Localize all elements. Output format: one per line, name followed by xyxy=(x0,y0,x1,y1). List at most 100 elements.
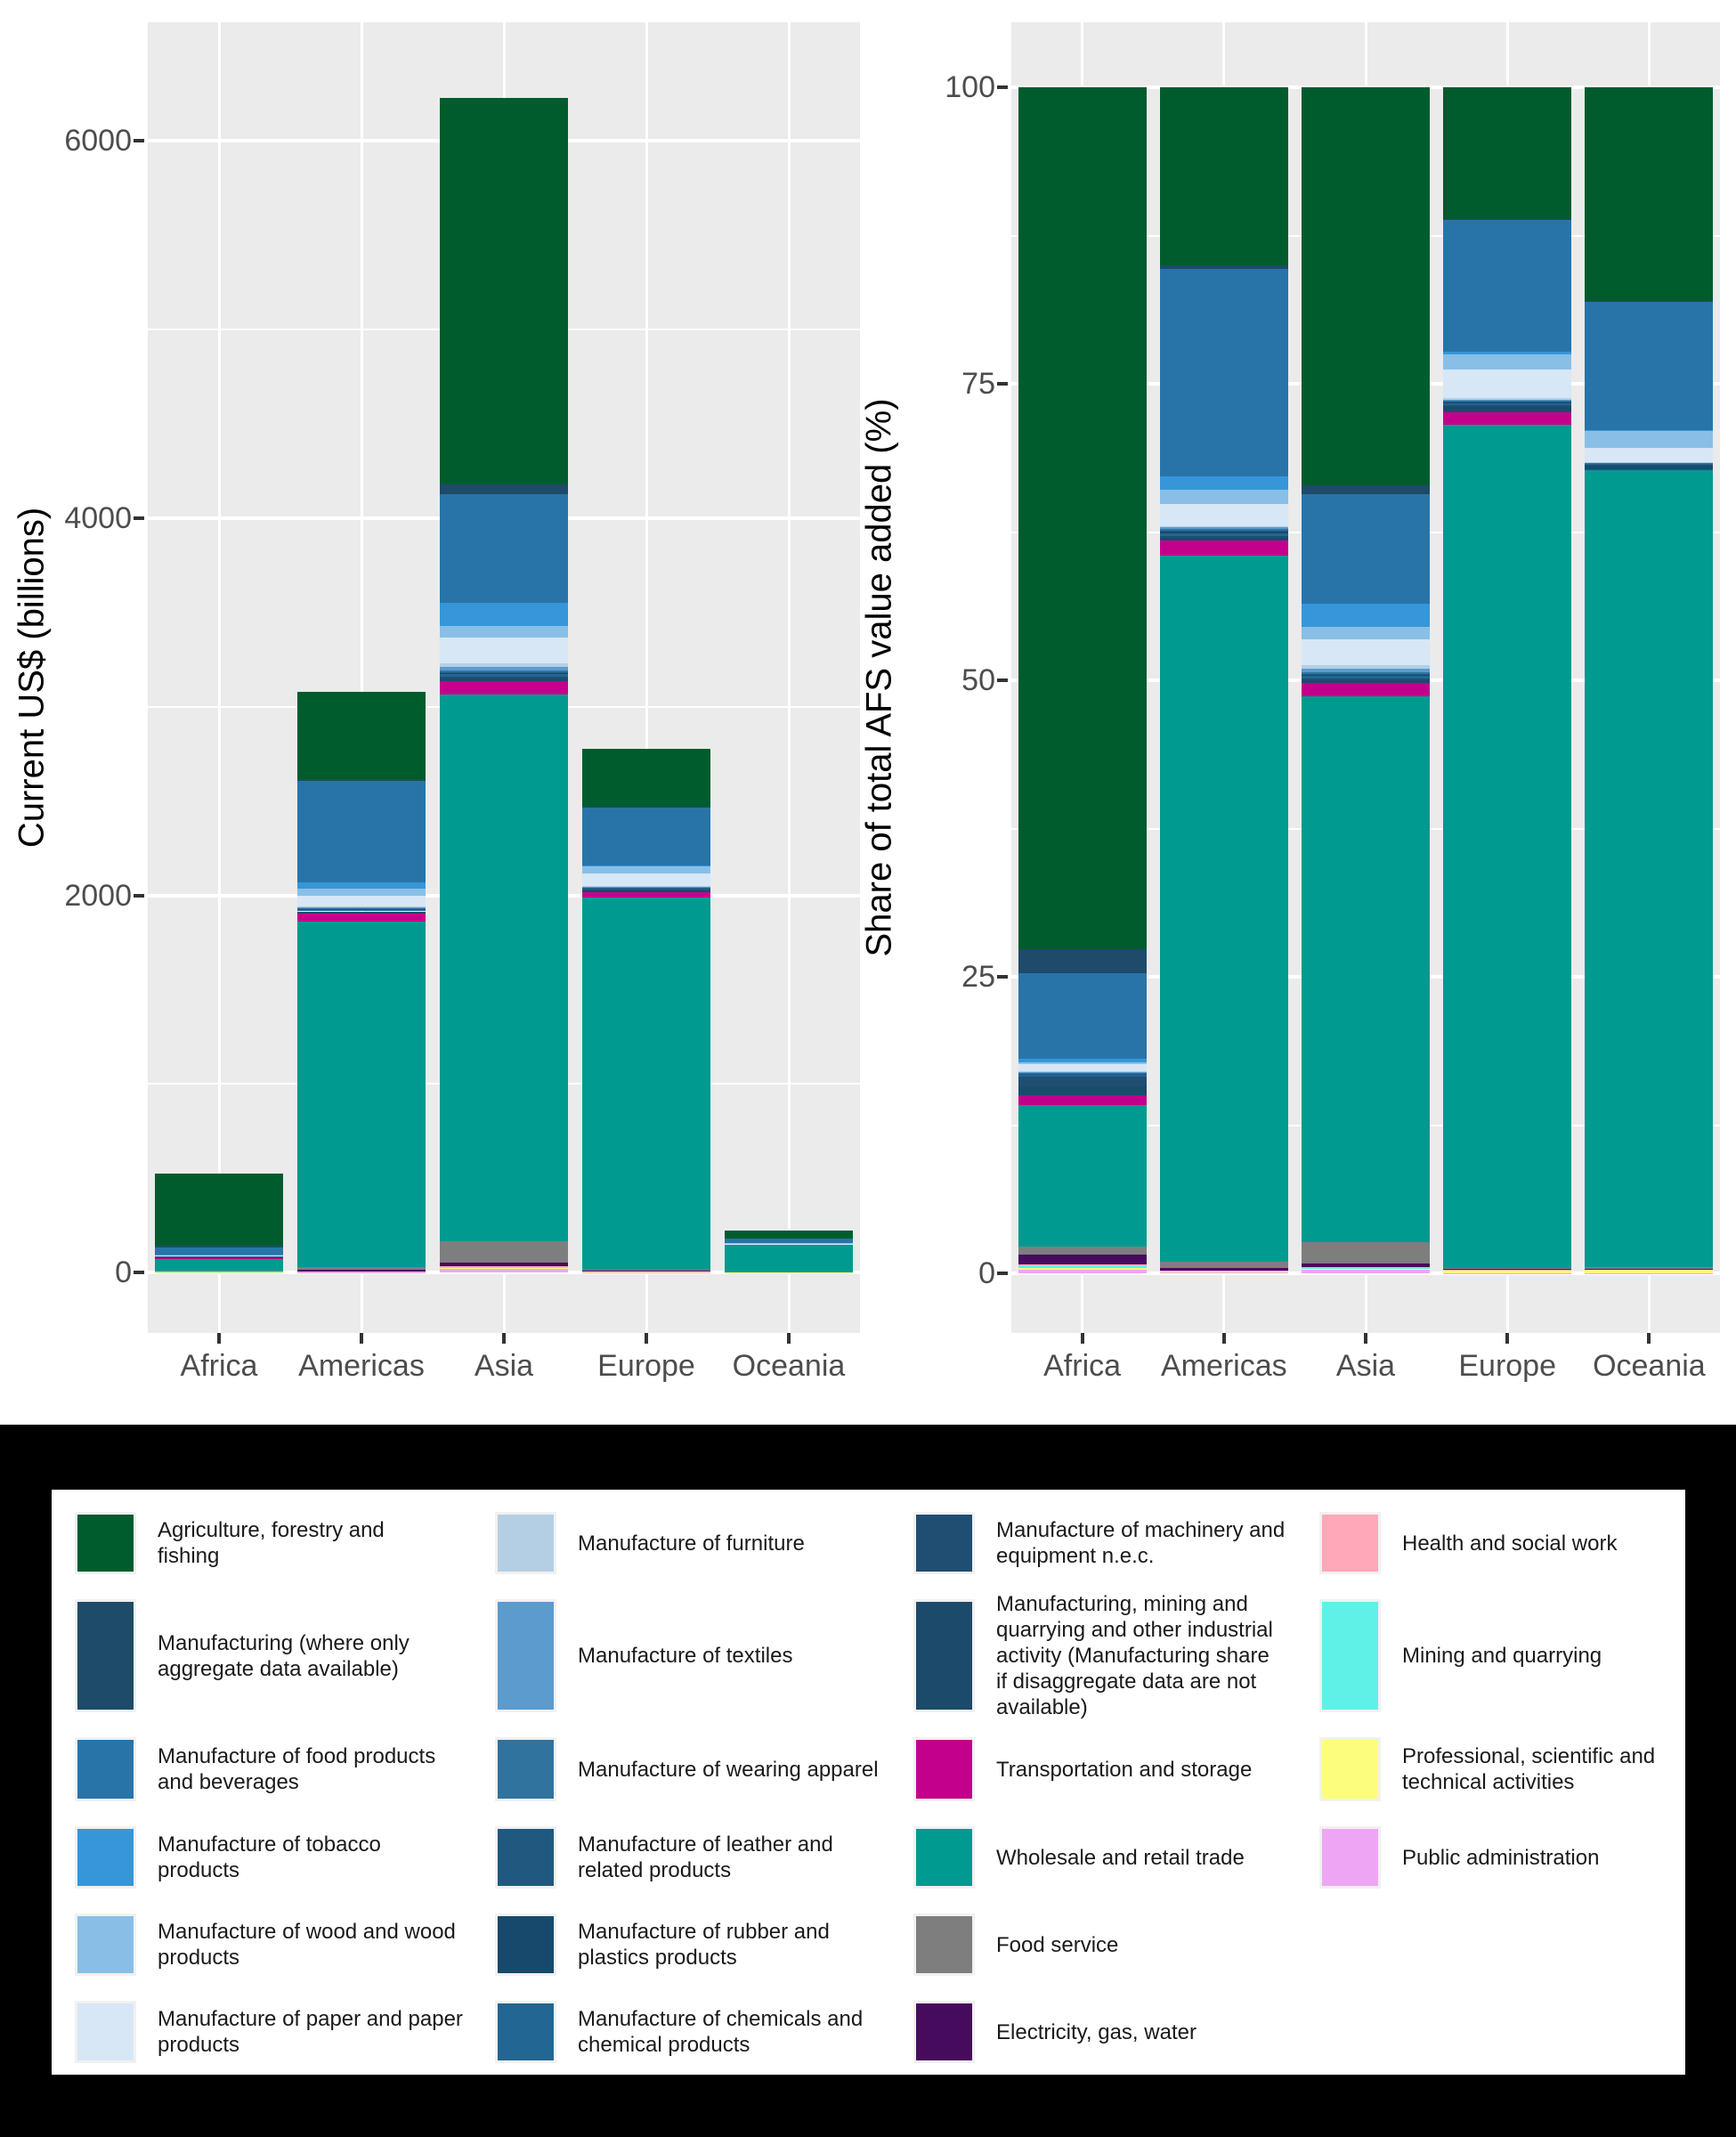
legend-key xyxy=(495,1599,556,1712)
x-axis-tick-mark xyxy=(645,1333,648,1344)
legend-key xyxy=(75,1512,136,1574)
legend-key xyxy=(913,1914,975,1976)
x-tick-label: Africa xyxy=(1043,1349,1122,1383)
bar-segment xyxy=(725,1243,853,1245)
bar-segment xyxy=(1018,1075,1147,1077)
bar-segment xyxy=(725,1243,853,1244)
bar-segment xyxy=(1018,1071,1147,1073)
bar-segment xyxy=(1443,402,1572,406)
legend-key xyxy=(1319,1599,1381,1712)
bar-segment xyxy=(297,888,426,896)
bar-segment xyxy=(582,892,710,898)
y-tick-label: 100 xyxy=(945,70,995,105)
bar-segment xyxy=(1159,1272,1288,1274)
bar-segment xyxy=(1585,301,1714,302)
legend-key xyxy=(913,2001,975,2063)
legend-item-label: Manufacture of wearing apparel xyxy=(578,1757,879,1782)
bar-segment xyxy=(1585,87,1714,302)
bar-segment xyxy=(297,911,426,913)
legend-item-label: Wholesale and retail trade xyxy=(996,1845,1245,1870)
bar-segment xyxy=(440,678,568,681)
bar-segment xyxy=(1159,1262,1288,1268)
bar-segment xyxy=(1159,526,1288,528)
legend-item: Manufacture of wearing apparel xyxy=(495,1737,913,1801)
bar-segment xyxy=(1159,535,1288,539)
legend-key xyxy=(913,1826,975,1889)
bar-segment xyxy=(1585,464,1714,466)
bar-segment xyxy=(1159,269,1288,477)
bar-segment xyxy=(297,780,426,882)
legend-item-label: Mining and quarrying xyxy=(1402,1644,1602,1668)
bar-segment xyxy=(1585,465,1714,467)
legend-item: Transportation and storage xyxy=(913,1737,1319,1801)
legend-item-label: Manufacturing (where only aggregate data… xyxy=(158,1630,410,1681)
bar-segment xyxy=(297,908,426,911)
bar-segment xyxy=(1159,527,1288,530)
bar-segment xyxy=(440,1241,568,1263)
bar-segment xyxy=(297,914,426,922)
bar-segment xyxy=(1018,1074,1147,1076)
bar-segment xyxy=(297,1266,426,1270)
bar-segment xyxy=(582,866,710,873)
legend-item-label: Manufacture of rubber and plastics produ… xyxy=(578,1920,830,1970)
bar-segment xyxy=(440,1262,568,1266)
legend-key xyxy=(75,1599,136,1712)
x-tick-label: Americas xyxy=(298,1349,425,1383)
legend-item-label: Public administration xyxy=(1402,1845,1600,1870)
bar-segment xyxy=(297,910,426,912)
bar-segment xyxy=(1018,1105,1147,1247)
bar-segment xyxy=(1159,538,1288,541)
bar-segment xyxy=(1159,529,1288,531)
bar-segment xyxy=(582,890,710,893)
legend-item: Mining and quarrying xyxy=(1319,1599,1674,1712)
bar-segment xyxy=(440,98,568,485)
bar-segment xyxy=(1018,1246,1147,1255)
legend-item-label: Manufacture of textiles xyxy=(578,1644,793,1668)
x-tick-label: Oceania xyxy=(1593,1349,1706,1383)
x-axis-tick-mark xyxy=(502,1333,506,1344)
y-tick-label: 4000 xyxy=(64,501,132,536)
bar-segment xyxy=(1018,1268,1147,1270)
bar-segment xyxy=(1159,533,1288,536)
bar-segment xyxy=(440,663,568,668)
x-tick-label: Americas xyxy=(1160,1349,1287,1383)
bar-segment xyxy=(725,1238,853,1244)
legend-grid: Agriculture, forestry and fishing Manufac… xyxy=(75,1512,1674,2063)
legend-key xyxy=(75,1826,136,1889)
bar-segment xyxy=(1018,1064,1147,1072)
legend-item: Manufacture of tobacco products xyxy=(75,1826,495,1889)
left-chart-panel xyxy=(148,22,860,1333)
bar-segment xyxy=(440,680,568,695)
bar-segment xyxy=(1302,1270,1430,1274)
bar-segment xyxy=(1302,1263,1430,1267)
bar-segment xyxy=(155,1270,283,1272)
bar-segment xyxy=(1159,530,1288,532)
bar-segment xyxy=(1159,489,1288,504)
legend-swatch-health-and-social-work xyxy=(1322,1515,1378,1572)
legend-item: Manufacturing (where only aggregate data… xyxy=(75,1599,495,1712)
y-axis-tick-mark xyxy=(997,975,1008,979)
legend-swatch-manufacture-of-leather-and xyxy=(498,1829,554,1886)
y-axis-tick-mark xyxy=(997,1272,1008,1276)
legend-swatch-food-service xyxy=(916,1916,972,1973)
legend-key xyxy=(913,1599,975,1712)
legend-box: Agriculture, forestry and fishing Manufac… xyxy=(52,1490,1685,2075)
legend-item: Wholesale and retail trade xyxy=(913,1826,1319,1889)
legend-key xyxy=(913,1737,975,1801)
bar-segment xyxy=(1302,1241,1430,1264)
y-axis-tick-mark xyxy=(997,678,1008,683)
legend-item: Public administration xyxy=(1319,1826,1674,1889)
bar-segment xyxy=(297,912,426,914)
bar-segment xyxy=(297,906,426,907)
gridline-vertical xyxy=(645,22,648,1333)
bar-segment xyxy=(1018,1254,1147,1264)
bar-segment xyxy=(440,603,568,627)
bar-segment xyxy=(1302,1269,1430,1271)
legend-item: Manufacture of rubber and plastics produ… xyxy=(495,1914,913,1976)
bar-segment xyxy=(297,1272,426,1273)
bar-segment xyxy=(1302,673,1430,675)
y-axis-tick-mark xyxy=(134,516,144,521)
legend-key xyxy=(1319,1826,1381,1889)
bar-segment xyxy=(1302,678,1430,680)
gridline-vertical xyxy=(217,22,221,1333)
